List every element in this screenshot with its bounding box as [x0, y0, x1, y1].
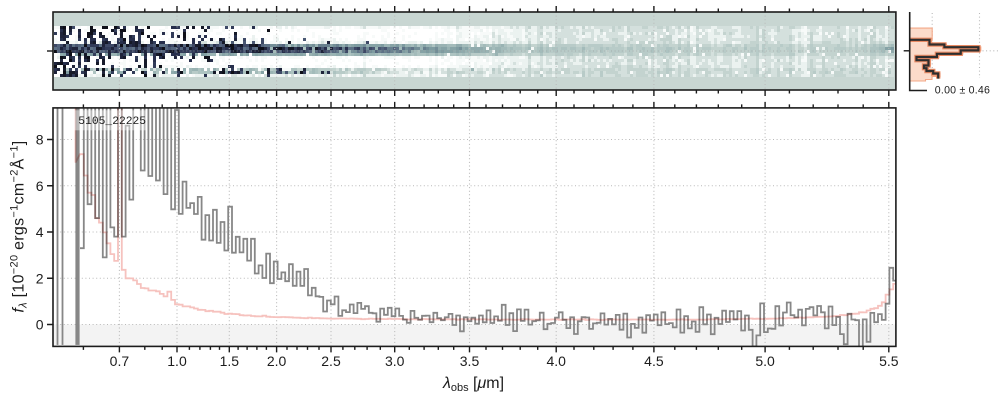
- svg-text:2: 2: [36, 270, 44, 286]
- svg-text:4: 4: [36, 224, 44, 240]
- svg-text:fλ [10−20 ergs−1cm−2Å−1]: fλ [10−20 ergs−1cm−2Å−1]: [9, 140, 30, 312]
- svg-text:6: 6: [36, 178, 44, 194]
- svg-text:3.0: 3.0: [385, 353, 405, 369]
- svg-text:8: 8: [36, 132, 44, 148]
- svg-text:0: 0: [36, 317, 44, 333]
- svg-text:4.0: 4.0: [546, 353, 566, 369]
- svg-text:2.0: 2.0: [267, 353, 287, 369]
- svg-text:0.7: 0.7: [110, 353, 130, 369]
- svg-text:2.5: 2.5: [321, 353, 341, 369]
- svg-text:1.5: 1.5: [220, 353, 240, 369]
- svg-text:0.00 ± 0.46: 0.00 ± 0.46: [935, 85, 990, 97]
- svg-text:5.0: 5.0: [755, 353, 775, 369]
- svg-text:1.0: 1.0: [167, 353, 187, 369]
- svg-text:5.5: 5.5: [879, 353, 899, 369]
- svg-text:5105_22225: 5105_22225: [78, 116, 146, 128]
- svg-text:4.5: 4.5: [644, 353, 664, 369]
- svg-text:3.5: 3.5: [460, 353, 480, 369]
